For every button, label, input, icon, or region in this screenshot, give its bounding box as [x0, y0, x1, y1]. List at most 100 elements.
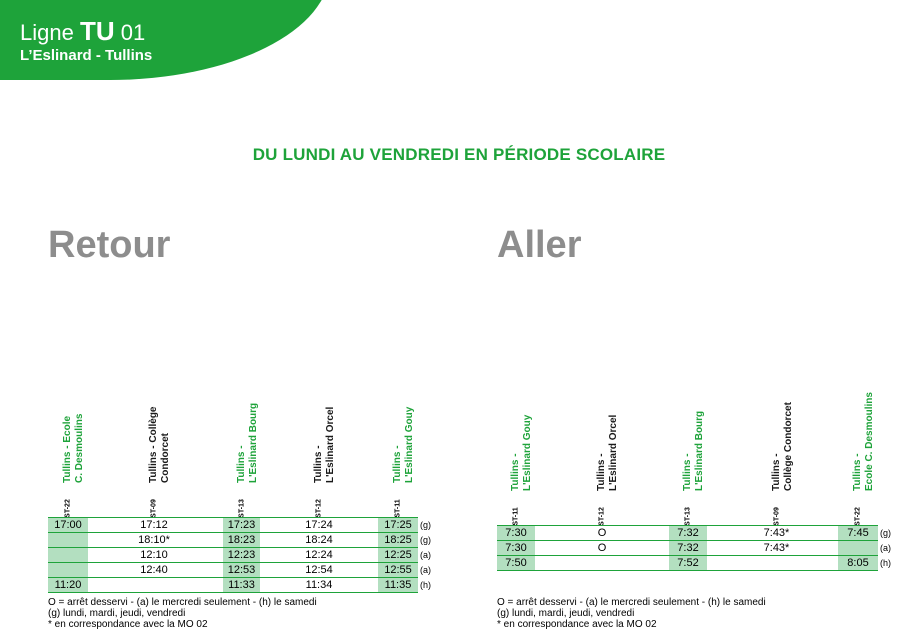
stop-header: Tullins - L'Eslinard Orcel ST-12: [592, 341, 619, 531]
table-row: 7:30 O 7:32 7:43* 7:45 (g): [497, 525, 891, 541]
time-cell: 12:25: [378, 547, 418, 563]
stop-name-line: Tullins -: [313, 445, 324, 483]
column-gap: [535, 540, 583, 556]
time-cell: 17:25: [378, 517, 418, 533]
time-cell: 7:45: [838, 525, 878, 541]
column-gap: [260, 562, 300, 578]
stop-name-line: L'Eslinard Bourg: [247, 402, 259, 483]
column-gap: [707, 555, 757, 571]
time-cell: 7:52: [669, 555, 707, 571]
time-cell: 7:30: [497, 540, 535, 556]
time-cell: 18:25: [378, 532, 418, 548]
stop-header: Tullins - Ecole C. Desmoulins ST-22: [58, 333, 85, 523]
stop-name: Tullins - Collège Condorcet: [759, 341, 795, 491]
time-cell: 17:12: [135, 517, 173, 533]
column-gap: [707, 525, 757, 541]
column-gap: [173, 547, 223, 563]
column-gap: [338, 517, 378, 533]
row-note: (h): [880, 558, 891, 568]
stop-name-line: Tullins -: [235, 445, 247, 483]
time-cell: 17:23: [223, 517, 260, 533]
time-cell: 17:24: [300, 517, 338, 533]
legend-line: (g) lundi, mardi, jeudi, vendredi: [497, 608, 635, 619]
time-cell: 7:43*: [757, 525, 796, 541]
row-note: (h): [420, 580, 431, 590]
stop-name: Tullins - Ecole C. Desmoulins: [840, 341, 876, 491]
stop-header: Tullins - Collège Condorcet ST-09: [144, 333, 171, 523]
period-title: DU LUNDI AU VENDREDI EN PÉRIODE SCOLAIRE: [252, 145, 666, 164]
time-cell: O: [583, 525, 621, 541]
row-note: (g): [880, 528, 891, 538]
column-gap: [88, 562, 135, 578]
time-cell: [757, 555, 796, 571]
stop-name-line: L'Eslinard Orcel: [325, 406, 336, 483]
column-gap: [260, 532, 300, 548]
time-cell: O: [583, 540, 621, 556]
column-gap: [88, 517, 135, 533]
stop-name-line: Ecole C. Desmoulins: [864, 392, 875, 491]
time-cell: [583, 555, 621, 571]
stop-name-line: Tullins - Collège: [148, 406, 159, 483]
column-gap: [338, 562, 378, 578]
column-gap: [338, 577, 378, 593]
stop-name: Tullins - L'Eslinard Orcel: [584, 341, 620, 491]
column-gap: [621, 525, 669, 541]
legend-line: * en correspondance avec la MO 02: [48, 619, 208, 630]
aller-timetable: 7:30 O 7:32 7:43* 7:45 (g) 7:30 O 7:32 7:43* (a) 7:…: [497, 525, 891, 571]
column-gap: [535, 525, 583, 541]
stop-name-line: Condorcet: [160, 433, 171, 483]
time-cell: 12:40: [135, 562, 173, 578]
route-name: L’Eslinard - Tullins: [20, 47, 153, 64]
stop-name-line: L'Eslinard Gouy: [404, 406, 415, 483]
time-cell: 12:10: [135, 547, 173, 563]
stop-name: Tullins - L'Eslinard Gouy: [498, 341, 534, 491]
table-row: 7:30 O 7:32 7:43* (a): [497, 540, 891, 556]
column-gap: [707, 540, 757, 556]
row-note: (a): [880, 543, 891, 553]
stop-name-line: Tullins - Ecole: [62, 415, 73, 483]
table-row: 17:00 17:12 17:23 17:24 17:25 (g): [48, 517, 431, 533]
time-cell: [135, 577, 173, 593]
column-gap: [621, 540, 669, 556]
column-gap: [260, 547, 300, 563]
row-note: (g): [420, 535, 431, 545]
stop-name: Tullins - L'Eslinard Bourg: [224, 333, 260, 483]
time-cell: 18:10*: [135, 532, 173, 548]
stop-name-line: Tullins -: [852, 453, 863, 491]
stop-name: Tullins - L'Eslinard Gouy: [380, 333, 416, 483]
time-cell: [48, 532, 88, 548]
stop-header: Tullins - Ecole C. Desmoulins ST-22: [848, 341, 875, 531]
stop-header: Tullins - L'Eslinard Orcel ST-12: [309, 333, 336, 523]
time-cell: 12:23: [223, 547, 260, 563]
stop-name-line: L'Eslinard Bourg: [694, 410, 705, 491]
row-note: (g): [420, 520, 431, 530]
stop-name: Tullins - L'Eslinard Bourg: [670, 341, 706, 491]
column-gap: [88, 547, 135, 563]
stop-header: Tullins - L'Eslinard Bourg ST-13: [232, 333, 259, 523]
retour-title: Retour: [48, 224, 171, 266]
stop-name-line: L'Eslinard Orcel: [608, 414, 619, 491]
column-gap: [260, 517, 300, 533]
time-cell: 7:30: [497, 525, 535, 541]
line-prefix: Ligne: [20, 20, 74, 45]
column-gap: [173, 517, 223, 533]
column-gap: [796, 540, 838, 556]
time-cell: 7:32: [669, 540, 707, 556]
line-number: 01: [120, 20, 146, 45]
time-cell: 11:20: [48, 577, 88, 593]
row-note: (a): [420, 565, 431, 575]
time-cell: 12:55: [378, 562, 418, 578]
time-cell: 7:32: [669, 525, 707, 541]
row-note: (a): [420, 550, 431, 560]
aller-legend: O = arrêt desservi - (a) le mercredi seu…: [497, 597, 766, 630]
time-cell: 11:33: [223, 577, 260, 593]
column-gap: [173, 577, 223, 593]
legend-line: O = arrêt desservi - (a) le mercredi seu…: [48, 597, 317, 608]
table-row: 11:20 11:33 11:34 11:35 (h): [48, 577, 431, 593]
time-cell: [48, 547, 88, 563]
stop-name-line: C. Desmoulins: [74, 413, 85, 483]
time-cell: 11:34: [300, 577, 338, 593]
table-row: 7:50 7:52 8:05 (h): [497, 555, 891, 571]
table-row: 18:10* 18:23 18:24 18:25 (g): [48, 532, 431, 548]
stop-name: Tullins - L'Eslinard Orcel: [301, 333, 337, 483]
